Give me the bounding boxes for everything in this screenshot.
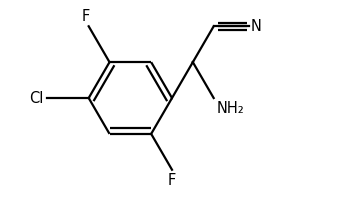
Text: F: F	[168, 173, 176, 188]
Text: Cl: Cl	[29, 90, 43, 106]
Text: NH₂: NH₂	[217, 101, 244, 116]
Text: F: F	[82, 9, 90, 24]
Text: N: N	[251, 19, 262, 34]
